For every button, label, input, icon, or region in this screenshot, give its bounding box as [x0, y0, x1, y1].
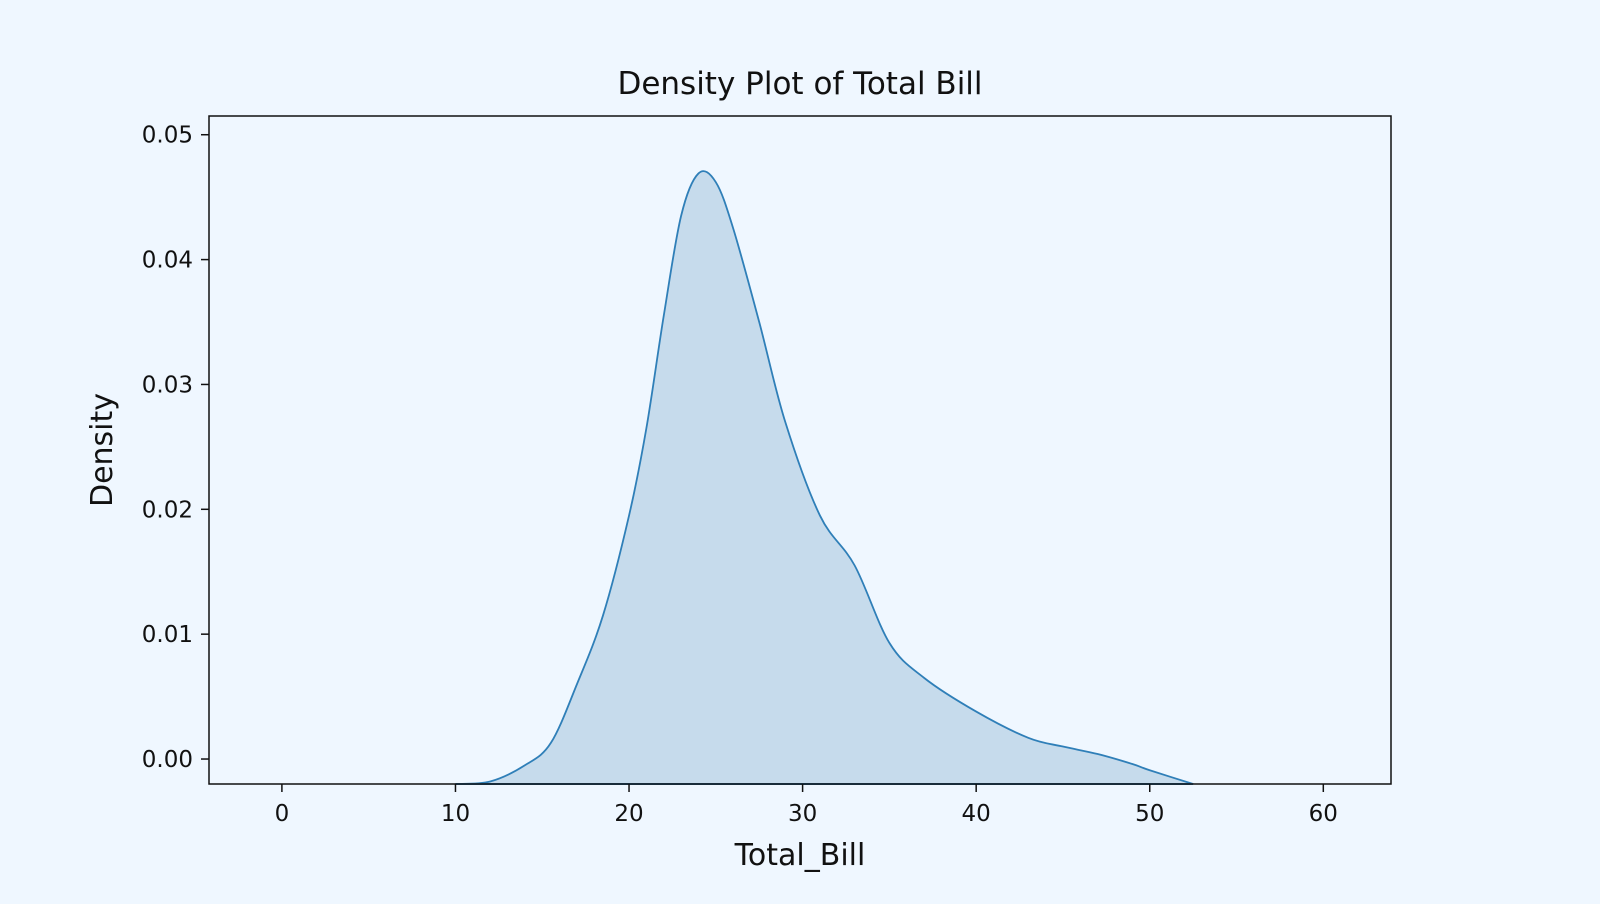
density-area-fill	[455, 171, 1194, 785]
y-tick-label: 0.03	[142, 372, 193, 398]
x-tick-label: 10	[441, 801, 470, 827]
y-tick-label: 0.04	[142, 248, 193, 274]
x-axis-label: Total_Bill	[734, 838, 866, 873]
y-tick-label: 0.05	[142, 123, 193, 149]
y-tick-label: 0.02	[142, 497, 193, 523]
y-tick-label: 0.01	[142, 622, 193, 648]
x-tick-label: 20	[614, 801, 643, 827]
plot-frame	[208, 115, 1392, 785]
x-tick-label: 0	[275, 801, 290, 827]
density-curve-line	[455, 170, 1194, 785]
y-axis: 0.00 0.01 0.02 0.03 0.04 0.05	[142, 123, 209, 773]
x-tick-label: 60	[1309, 801, 1338, 827]
x-tick-label: 30	[788, 801, 817, 827]
x-tick-label: 50	[1135, 801, 1164, 827]
chart-title: Density Plot of Total Bill	[617, 66, 982, 102]
y-tick-label: 0.00	[142, 747, 193, 773]
plot-area	[208, 115, 1392, 785]
x-tick-label: 40	[962, 801, 991, 827]
x-axis: 0 10 20 30 40 50 60	[275, 784, 1338, 827]
y-axis-label: Density	[85, 393, 120, 507]
